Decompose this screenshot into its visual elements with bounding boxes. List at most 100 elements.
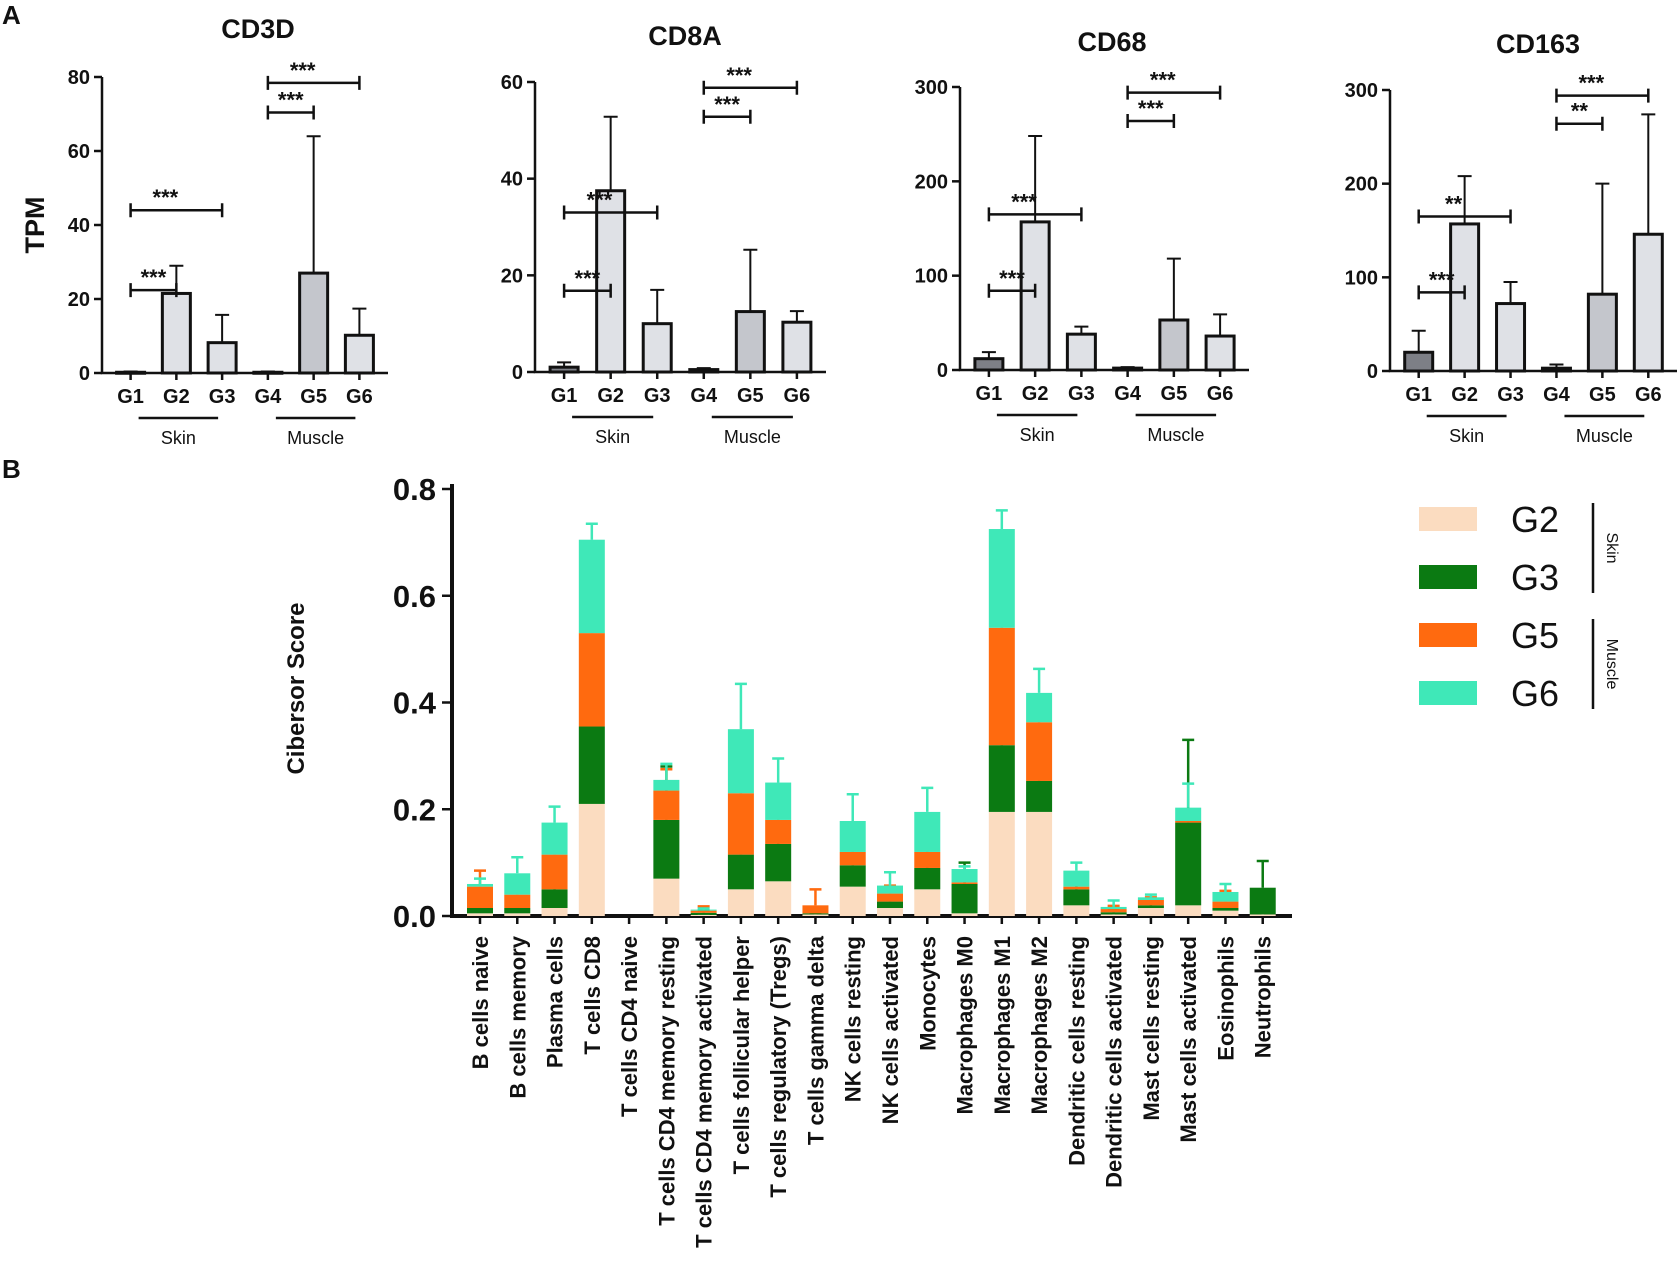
stack-segment-g6: [467, 883, 493, 887]
significance-bracket: [1417, 285, 1466, 300]
x-tick-label: G5: [737, 385, 764, 407]
x-tick-label: G4: [255, 386, 283, 408]
stack-segment-g6: [727, 729, 754, 794]
stack-segment-g2: [467, 913, 493, 916]
significance-bracket: [987, 283, 1037, 298]
stack-segment-g2: [1026, 811, 1053, 916]
stack-segment-g3: [1249, 887, 1276, 915]
significance-label: ***: [575, 266, 601, 291]
y-tick-label: 100: [1345, 267, 1378, 289]
x-tick-label: Neutrophils: [1251, 936, 1276, 1058]
x-tick-label: Monocytes: [915, 936, 940, 1051]
error-bar: [1641, 113, 1656, 235]
error-bar: [660, 762, 673, 780]
x-tick-label: G3: [1068, 383, 1095, 405]
x-tick-label: Mast cells resting: [1139, 936, 1164, 1121]
significance-bracket: [1555, 116, 1604, 131]
bar-g6: [1204, 334, 1236, 372]
stack-segment-g2: [1212, 910, 1239, 916]
legend-label-g3: G3: [1511, 557, 1559, 598]
stack-segment-g2: [951, 913, 978, 916]
y-tick-label: 0.0: [393, 899, 436, 934]
error-bar: [474, 877, 486, 884]
stack-segment-g2: [988, 811, 1015, 916]
stack-segment-g3: [914, 867, 941, 890]
x-tick-label: Macrophages M0: [953, 936, 978, 1115]
error-bar: [603, 115, 618, 191]
stack-segment-g3: [1137, 905, 1164, 908]
x-tick-label: T cells CD8: [580, 936, 605, 1055]
stack-segment-g6: [653, 779, 680, 791]
x-tick-label: G1: [1405, 384, 1432, 406]
significance-bracket: [1126, 113, 1176, 128]
bar-chart-cd68: CD68 0 100 200 300 G1 G2 G3 G4 G5 G6 Skin Muscle *** *…: [915, 27, 1249, 445]
stack-segment-g3: [467, 907, 493, 914]
stack-segment-g5: [467, 886, 493, 908]
legend: G2 G3 Skin G5 G6 Muscle: [1419, 499, 1620, 714]
stack-segment-g3: [690, 912, 717, 915]
y-tick-label: 100: [915, 266, 948, 288]
error-bar: [585, 522, 598, 540]
x-tick-label: G2: [1451, 384, 1478, 406]
significance-label: ***: [714, 92, 740, 117]
legend-swatch-g3: [1419, 565, 1477, 589]
significance-label: ***: [1011, 189, 1037, 214]
significance-label: **: [1571, 99, 1589, 124]
bar-chart-cd3d: CD3D TPM 0 20 40 60 80 G1 G2 G3 G4 G5 G6 Skin Muscle **…: [20, 14, 388, 448]
error-bar: [1028, 135, 1043, 222]
stack-segment-g3: [839, 865, 866, 887]
x-tick-label: B cells memory: [505, 935, 530, 1098]
panel-a-bar-charts: CD3D TPM 0 20 40 60 80 G1 G2 G3 G4 G5 G6 Skin Muscle **…: [20, 14, 1677, 448]
stack-segment-g5: [1063, 886, 1090, 890]
x-tick-label: Mast cells activated: [1176, 936, 1201, 1143]
bar-g6: [343, 333, 375, 375]
stack-segment-g2: [541, 907, 568, 916]
stack-segment-g3: [877, 901, 903, 908]
bar-g3: [1495, 302, 1527, 373]
significance-label: **: [1445, 191, 1463, 216]
significance-label: ***: [587, 188, 613, 213]
error-bar: [697, 907, 710, 910]
error-bar: [1219, 882, 1232, 892]
x-tick-label: G6: [1635, 384, 1662, 406]
x-tick-label: Eosinophils: [1213, 936, 1238, 1061]
significance-bracket: [702, 109, 752, 124]
error-bar: [921, 786, 934, 812]
error-bar: [123, 370, 138, 373]
error-bar: [981, 351, 996, 359]
x-tick-label: T cells CD4 memory resting: [654, 936, 679, 1226]
stack-segment-g3: [1175, 822, 1202, 906]
significance-bracket: [702, 80, 799, 95]
bar-g1: [973, 357, 1005, 372]
significance-bracket: [1417, 209, 1512, 224]
stack-segment-g3: [802, 913, 829, 915]
significance-bracket: [1555, 88, 1650, 103]
stack-segment-g5: [765, 819, 792, 844]
x-tick-label: G3: [644, 385, 671, 407]
bar-g6: [781, 320, 813, 374]
y-tick-label: 300: [915, 77, 948, 99]
significance-label: ***: [278, 88, 304, 113]
significance-label: ***: [290, 58, 316, 83]
error-bar: [1166, 257, 1181, 321]
bar-g1: [1403, 350, 1435, 373]
stack-segment-g3: [951, 883, 978, 914]
significance-label: ***: [1150, 68, 1176, 93]
error-bar: [772, 757, 785, 783]
legend-label-g5: G5: [1511, 615, 1559, 656]
bar-chart-cd8a: CD8A 0 20 40 60 G1 G2 G3 G4 G5 G6 Skin Muscle *** *** *…: [501, 21, 826, 447]
stack-segment-g5: [727, 793, 754, 855]
error-bar: [1074, 325, 1089, 335]
legend-group-label: Muscle: [1603, 639, 1620, 690]
group-label: Skin: [595, 427, 630, 447]
stack-segment-g2: [1137, 907, 1164, 916]
error-bar: [260, 370, 275, 373]
y-tick-label: 0: [1367, 361, 1378, 383]
y-tick-label: 0: [79, 363, 90, 385]
error-bar: [789, 310, 804, 323]
stack-segment-g6: [914, 811, 941, 852]
y-tick-label: 20: [501, 265, 523, 287]
significance-label: ***: [1429, 267, 1455, 292]
x-tick-label: G5: [1589, 384, 1616, 406]
